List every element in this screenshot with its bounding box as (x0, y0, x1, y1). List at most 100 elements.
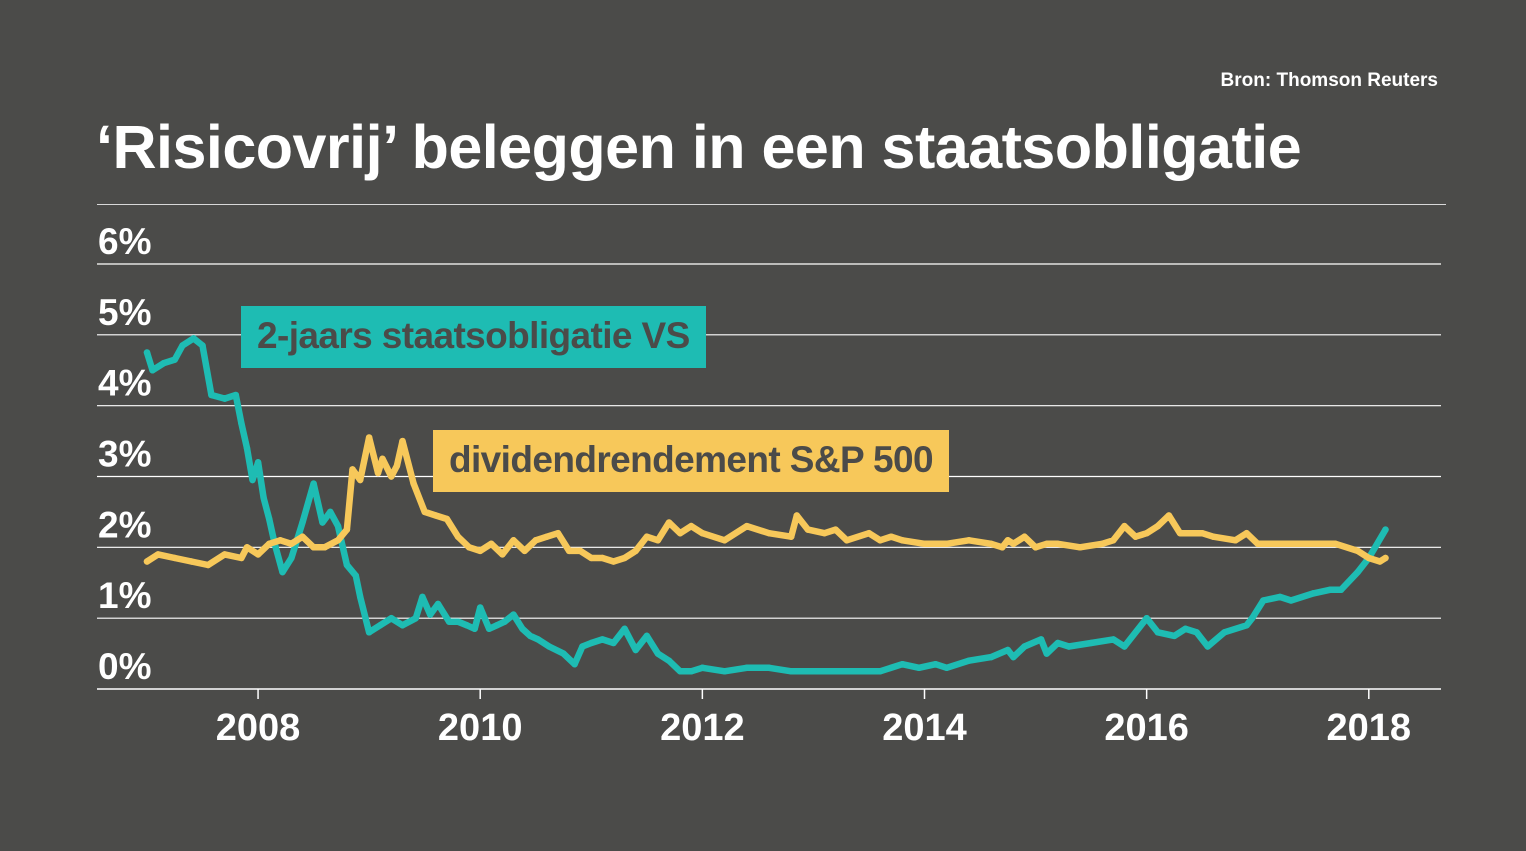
data-point (477, 604, 484, 611)
data-point (621, 554, 628, 562)
data-point (463, 622, 471, 629)
data-point (1143, 614, 1150, 622)
data-point (1204, 643, 1211, 650)
data-point (1154, 629, 1161, 636)
x-tick-label-2010: 2010 (438, 707, 523, 749)
x-tick-label-2008: 2008 (216, 707, 301, 749)
data-point (249, 476, 256, 484)
data-point (221, 395, 228, 402)
data-point (171, 356, 178, 363)
y-tick-label-3: 3% (98, 434, 151, 475)
data-point (743, 664, 750, 671)
data-point (388, 473, 395, 480)
x-tick-label-2014: 2014 (882, 707, 967, 749)
data-point (688, 522, 695, 530)
data-point (876, 668, 884, 675)
data-point (1276, 540, 1284, 547)
series-points-0 (143, 335, 1389, 675)
data-point (793, 512, 800, 519)
data-point (327, 508, 334, 516)
data-point (1354, 547, 1361, 555)
data-point (676, 668, 684, 675)
data-point (987, 540, 995, 547)
data-point (1365, 554, 1373, 562)
data-point (1326, 586, 1334, 594)
data-point (1121, 643, 1128, 650)
data-point (1010, 653, 1017, 661)
data-point (1287, 597, 1295, 604)
data-point (810, 668, 817, 675)
data-point (599, 554, 606, 562)
data-point (488, 540, 495, 547)
data-point (1032, 544, 1039, 551)
series-points-1 (143, 434, 1389, 569)
legend-label-treasury: 2-jaars staatsobligatie VS (241, 306, 706, 368)
data-point (632, 547, 639, 555)
data-point (765, 529, 773, 537)
data-point (493, 622, 501, 629)
data-point (477, 547, 484, 555)
data-point (654, 650, 662, 657)
data-point (412, 614, 419, 622)
data-point (1182, 625, 1189, 632)
data-point (288, 540, 295, 547)
data-point (665, 519, 673, 526)
data-point (576, 547, 584, 555)
data-point (1010, 540, 1017, 547)
data-point (821, 529, 828, 537)
data-point (545, 643, 553, 650)
data-point (621, 625, 628, 632)
data-point (365, 434, 373, 441)
data-point (899, 661, 906, 668)
data-point (610, 558, 617, 565)
x-axis-ticks: 2008 2010 2012 2014 2016 2018 (216, 689, 1411, 749)
data-point (204, 561, 212, 569)
data-point (1087, 639, 1095, 647)
data-point (265, 515, 273, 523)
data-point (1121, 522, 1128, 530)
data-point (1376, 558, 1384, 565)
data-point (1221, 629, 1228, 636)
data-point (654, 537, 662, 544)
data-point (721, 668, 728, 675)
legend-label-sp500: dividendrendement S&P 500 (433, 430, 949, 492)
data-point (510, 611, 517, 618)
title-divider (97, 204, 1446, 205)
data-point (543, 533, 551, 540)
data-point (532, 537, 539, 544)
data-point (804, 526, 812, 533)
data-point (334, 537, 342, 544)
data-point (843, 537, 850, 544)
data-point (238, 420, 245, 427)
data-point (1198, 529, 1206, 537)
data-point (599, 636, 606, 643)
x-tick-label-2016: 2016 (1104, 707, 1189, 749)
data-point (319, 519, 326, 526)
data-point (865, 529, 873, 537)
data-point (288, 554, 295, 562)
x-tick-label-2018: 2018 (1327, 707, 1412, 749)
data-point (454, 533, 462, 540)
data-point (832, 526, 839, 533)
data-point (699, 529, 706, 537)
data-point (343, 526, 351, 533)
data-point (501, 618, 508, 625)
data-point (915, 664, 923, 671)
data-point (465, 544, 473, 551)
data-point (445, 618, 453, 625)
data-point (188, 558, 195, 565)
data-point (310, 480, 317, 487)
data-point (160, 359, 167, 367)
data-point (499, 551, 506, 558)
data-point (149, 367, 156, 374)
data-point (921, 540, 928, 547)
y-tick-label-2: 2% (98, 504, 151, 545)
data-point (665, 657, 673, 664)
y-tick-label-6: 6% (98, 221, 151, 262)
data-point (579, 643, 586, 650)
series-line-0 (143, 335, 1389, 675)
data-point (1021, 533, 1028, 540)
data-point (510, 537, 517, 544)
data-point (243, 544, 251, 551)
